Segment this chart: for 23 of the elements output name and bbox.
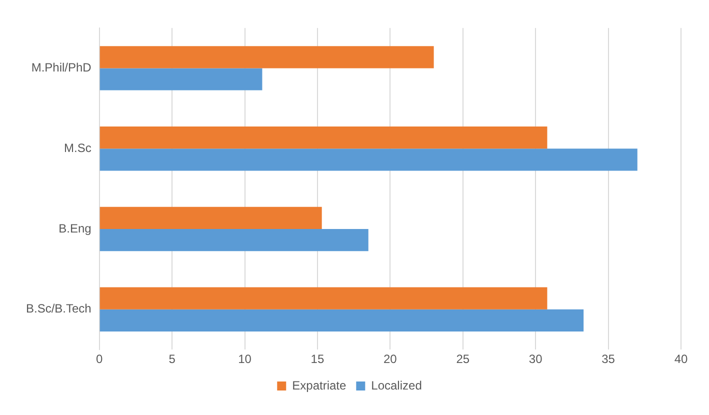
y-tick-label: B.Eng xyxy=(58,221,92,236)
x-tick-label: 40 xyxy=(674,352,688,366)
bar xyxy=(100,46,434,68)
x-tick-label: 0 xyxy=(96,352,104,366)
bar xyxy=(100,287,548,310)
bar xyxy=(100,206,322,229)
y-tick-label: M.Sc xyxy=(64,140,92,155)
y-tick-label: M.Phil/PhD xyxy=(31,60,92,75)
x-tick-label: 25 xyxy=(456,352,470,366)
x-tick-label: 15 xyxy=(310,352,324,366)
x-tick-label: 20 xyxy=(384,352,398,366)
bar xyxy=(100,68,262,90)
y-tick-label: B.Sc/B.Tech xyxy=(26,302,92,316)
bar xyxy=(100,309,584,332)
x-tick-label: 10 xyxy=(238,352,252,366)
bar xyxy=(100,126,548,149)
bar xyxy=(100,148,638,171)
legend-label: Expatriate xyxy=(292,378,346,392)
bar xyxy=(100,229,368,252)
x-tick-label: 5 xyxy=(168,352,176,366)
x-tick-label: 35 xyxy=(602,352,616,366)
legend-label: Localized xyxy=(371,378,422,392)
x-tick-label: 30 xyxy=(528,352,543,366)
